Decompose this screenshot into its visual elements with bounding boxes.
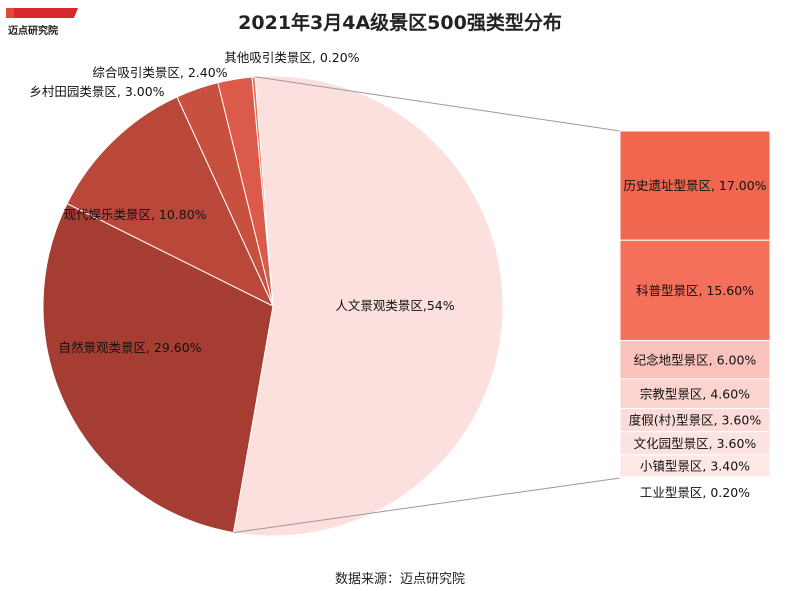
pie-slice	[66, 96, 275, 308]
chart-title: 2021年3月4A级景区500强类型分布	[238, 12, 562, 34]
breakdown-label: 纪念地型景区, 6.00%	[634, 352, 757, 367]
pie-slice-label: 乡村田园类景区, 3.00%	[29, 84, 164, 99]
pie-slice-label: 自然景观类景区, 29.60%	[58, 340, 201, 355]
data-source-note: 数据来源：迈点研究院	[334, 572, 465, 587]
pie-slice	[42, 202, 274, 534]
brand-logo: 迈点研究院	[4, 6, 80, 42]
breakdown-label: 工业型景区, 0.20%	[640, 485, 750, 500]
connector-line	[254, 76, 621, 132]
breakdown-segment	[619, 476, 771, 479]
breakdown-segment	[619, 378, 771, 410]
breakdown-label: 宗教型景区, 4.60%	[640, 386, 750, 401]
pie-slice-label: 综合吸引类景区, 2.40%	[92, 65, 227, 80]
pie-slice	[251, 76, 274, 307]
breakdown-label: 度假(村)型景区, 3.60%	[629, 413, 762, 428]
pie-slice-label: 人文景观类景区,54%	[335, 298, 454, 313]
breakdown-label: 文化园型景区, 3.60%	[634, 436, 757, 451]
breakdown-label: 小镇型景区, 3.40%	[640, 458, 750, 473]
pie-slice	[232, 75, 504, 537]
breakdown-label: 历史遗址型景区, 17.00%	[623, 178, 766, 193]
breakdown-label: 科普型景区, 15.60%	[636, 283, 754, 298]
connector-line	[233, 477, 621, 534]
logo-text: 迈点研究院	[8, 24, 58, 37]
pie-slice-label: 现代娱乐类景区, 10.80%	[63, 207, 206, 222]
pie-slice-label: 其他吸引类景区, 0.20%	[224, 50, 359, 65]
breakdown-segment	[619, 339, 771, 380]
